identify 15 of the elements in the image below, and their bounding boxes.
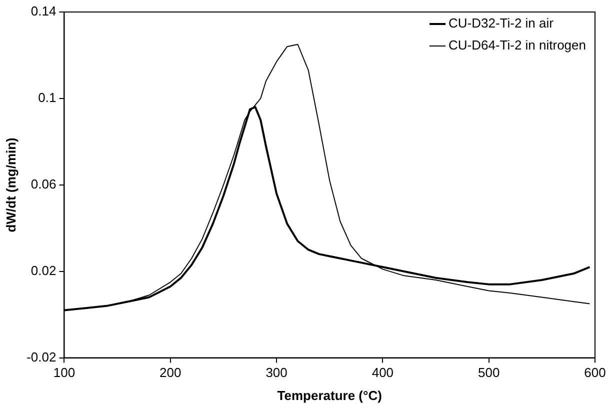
- y-tick-label: 0.14: [30, 4, 56, 19]
- legend-label: CU-D64-Ti-2 in nitrogen: [448, 38, 586, 53]
- y-axis-title: dW/dt (mg/min): [3, 138, 18, 232]
- x-tick-label: 300: [266, 365, 288, 380]
- y-tick-label: 0.06: [30, 176, 56, 192]
- x-tick-label: 200: [160, 365, 182, 380]
- x-tick-label: 500: [478, 365, 500, 380]
- y-tick-label: -0.02: [26, 349, 56, 364]
- x-tick-label: 600: [584, 365, 606, 380]
- legend-label: CU-D32-Ti-2 in air: [448, 16, 554, 31]
- y-tick-label: 0.02: [30, 262, 56, 278]
- y-tick-label: 0.1: [38, 90, 56, 106]
- x-tick-label: 400: [372, 365, 394, 380]
- x-tick-label: 100: [53, 365, 76, 380]
- x-axis-title: Temperature (°C): [277, 388, 382, 403]
